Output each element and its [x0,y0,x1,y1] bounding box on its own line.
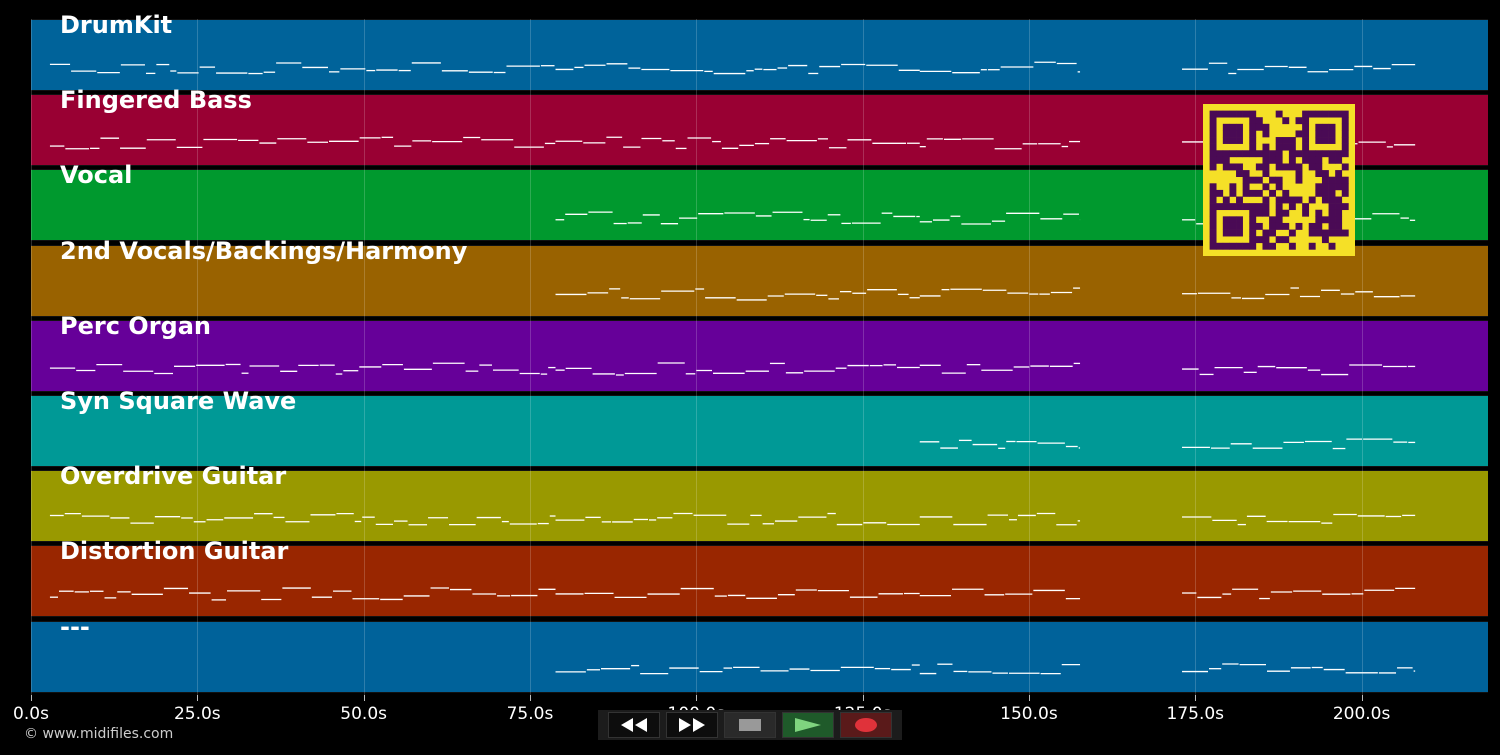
track-row[interactable]: Distortion Guitar [31,537,1488,618]
track-row[interactable]: --- [31,613,1488,693]
tick-label: 0.0s [13,704,49,724]
tick-mark [197,695,199,701]
record-button[interactable] [840,712,892,738]
fast-forward-icon [679,718,705,732]
tick-label: 25.0s [173,704,221,724]
grid-line [1195,19,1197,695]
grid-line [197,19,199,695]
track-label: Distortion Guitar [60,537,289,566]
record-icon [855,718,877,732]
transport-controls [598,710,902,740]
track-notes [49,362,1416,376]
copyright-text: © www.midifiles.com [24,726,174,742]
track-timeline[interactable]: DrumKit Fingered Bass Vocal 2nd Vocals/Back… [31,11,1488,695]
qr-code [1203,104,1355,256]
play-button[interactable] [782,712,834,738]
rewind-button[interactable] [608,712,660,738]
tick-mark [1028,695,1030,701]
track-row[interactable]: Syn Square Wave [31,387,1488,467]
tick-mark [31,695,32,701]
tick-mark [1195,695,1197,701]
grid-line [31,19,32,695]
track-row[interactable]: Perc Organ [31,312,1488,392]
track-notes [49,136,1416,150]
grid-line [1028,19,1030,695]
track-notes [555,286,1416,301]
tick-mark [862,695,864,701]
track-label: Overdrive Guitar [60,462,287,491]
stop-icon [739,719,761,731]
tick-label: 75.0s [506,704,554,724]
grid-line [862,19,864,695]
stop-button[interactable] [724,712,776,738]
track-label: DrumKit [60,11,173,39]
track-label: Fingered Bass [60,86,252,115]
track-row[interactable]: Overdrive Guitar [31,462,1488,543]
track-label: Perc Organ [60,311,211,340]
grid-line [1361,19,1363,695]
track-notes [555,662,1416,674]
track-notes [919,438,1416,450]
tick-label: 50.0s [340,704,387,724]
tick-label: 150.0s [1000,704,1058,724]
track-label: Syn Square Wave [60,387,297,415]
track-row[interactable]: 2nd Vocals/Backings/Harmony [31,237,1488,317]
qr-code-graphic [1203,104,1355,256]
track-label: Vocal [60,161,133,190]
tick-mark [1361,695,1363,701]
track-notes [49,61,1416,75]
grid-line [363,19,365,695]
rewind-icon [621,718,647,732]
track-label: 2nd Vocals/Backings/Harmony [60,236,468,265]
tick-mark [696,695,698,701]
fast-forward-button[interactable] [666,712,718,738]
track-notes [49,513,1416,526]
tick-label: 175.0s [1166,704,1225,724]
tick-mark [529,695,531,701]
tick-label: 200.0s [1332,704,1391,724]
grid-line [529,19,531,695]
tick-mark [363,695,365,701]
track-row[interactable]: DrumKit [31,11,1488,91]
grid-line [696,19,698,695]
track-label: --- [60,612,90,641]
track-notes [49,587,1416,601]
play-icon [795,718,821,732]
